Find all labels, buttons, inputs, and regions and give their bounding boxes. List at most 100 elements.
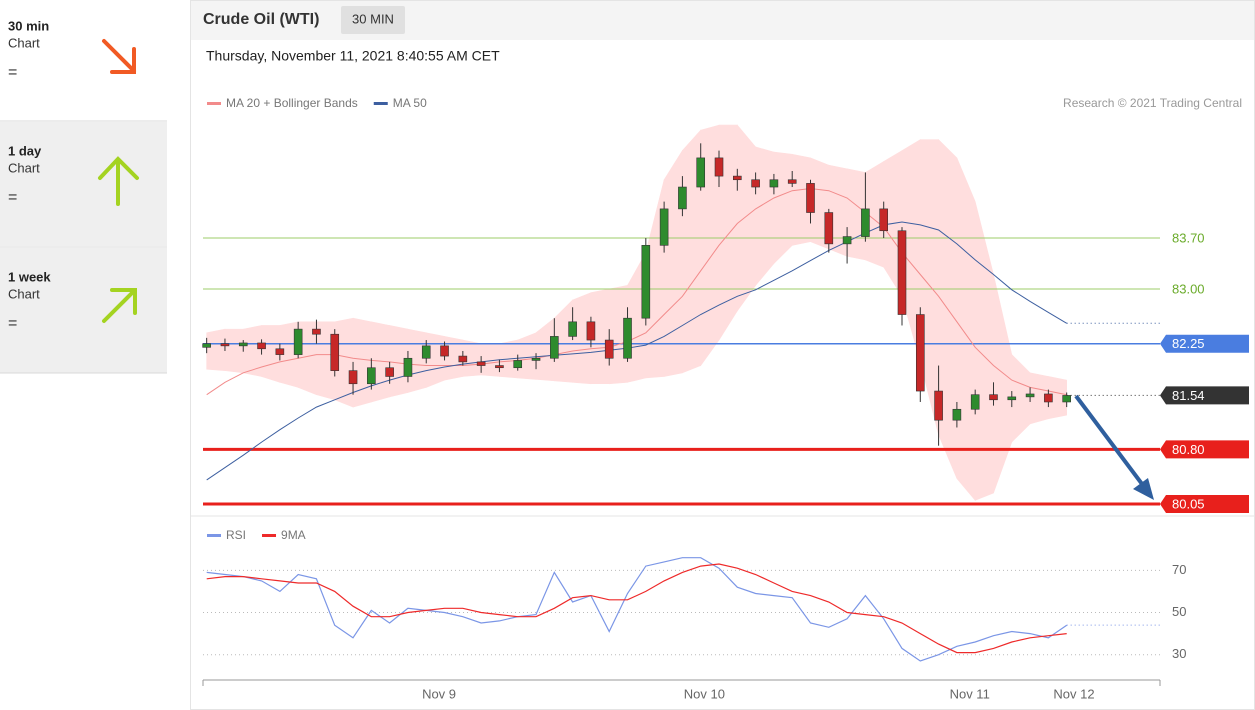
legend-swatch bbox=[207, 102, 221, 105]
sidebar-item[interactable]: 1 day Chart = bbox=[8, 143, 139, 206]
last-price-box bbox=[1160, 386, 1249, 405]
status: = bbox=[8, 64, 17, 81]
legend-label: RSI bbox=[226, 528, 246, 542]
bollinger-band bbox=[737, 124, 756, 312]
candle-body bbox=[202, 343, 211, 348]
candle-body bbox=[238, 342, 248, 347]
sidebar-item-bg bbox=[0, 0, 167, 120]
status: = bbox=[8, 189, 17, 206]
series-line bbox=[206, 557, 1068, 662]
sidebar-item-bg bbox=[0, 248, 167, 373]
level-label: 83.70 bbox=[1172, 230, 1205, 245]
period: 1 day bbox=[8, 143, 42, 158]
candle-body bbox=[257, 342, 266, 350]
period-badge-text: 30 MIN bbox=[352, 11, 394, 26]
series-line bbox=[206, 563, 1067, 654]
level-label-box bbox=[1160, 334, 1249, 353]
trend-arrow-up-right bbox=[102, 288, 137, 323]
forecast-arrow bbox=[1074, 394, 1154, 500]
level-label: 80.80 bbox=[1172, 442, 1205, 457]
candle-body bbox=[604, 339, 614, 359]
label: Chart bbox=[8, 35, 40, 50]
candle-body bbox=[440, 345, 449, 357]
level-label: 80.05 bbox=[1172, 496, 1205, 511]
trend-arrow-down bbox=[102, 39, 136, 74]
candle-body bbox=[952, 408, 962, 421]
ma-line bbox=[206, 221, 1067, 481]
candle-body bbox=[275, 348, 285, 355]
candle-body bbox=[824, 212, 834, 245]
candle-body bbox=[1007, 396, 1017, 401]
candle-body bbox=[879, 208, 888, 232]
label: Chart bbox=[8, 160, 40, 175]
legend-swatch bbox=[373, 102, 388, 105]
candle-body bbox=[458, 355, 468, 363]
candle-body bbox=[586, 321, 596, 341]
period: 1 week bbox=[8, 269, 51, 284]
status: = bbox=[8, 315, 17, 332]
y-tick-label: 70 bbox=[1172, 562, 1186, 577]
candle-body bbox=[495, 365, 504, 369]
candle-body bbox=[714, 157, 724, 177]
candle-body bbox=[989, 394, 998, 401]
sidebar-item[interactable]: 30 min Chart = bbox=[8, 18, 136, 81]
candle-body bbox=[421, 345, 431, 359]
candle-body bbox=[970, 394, 980, 410]
candle-body bbox=[476, 361, 486, 366]
legend-label: MA 50 bbox=[393, 96, 427, 110]
candle-body bbox=[330, 333, 340, 371]
candle-body bbox=[861, 208, 870, 237]
y-tick-label: 30 bbox=[1172, 646, 1186, 661]
candle-body bbox=[1062, 395, 1071, 403]
y-tick-label: 50 bbox=[1172, 604, 1186, 619]
candle-body bbox=[659, 208, 669, 246]
bollinger-band bbox=[242, 325, 262, 377]
candle-body bbox=[1044, 393, 1053, 403]
x-tick-label: Nov 10 bbox=[684, 686, 725, 701]
candle-body bbox=[897, 230, 907, 315]
x-tick-label: Nov 9 bbox=[422, 686, 456, 701]
timestamp: Thursday, November 11, 2021 8:40:55 AM C… bbox=[206, 48, 500, 64]
bollinger-band bbox=[663, 149, 683, 377]
level-label-box bbox=[1160, 494, 1249, 513]
level-label-box bbox=[1160, 440, 1249, 459]
legend-swatch bbox=[207, 534, 221, 537]
candle-body bbox=[348, 370, 358, 385]
period: 30 min bbox=[8, 18, 49, 33]
x-tick-label: Nov 12 bbox=[1053, 686, 1094, 701]
candle-body bbox=[787, 179, 797, 184]
candle-body bbox=[550, 336, 559, 359]
candle-body bbox=[678, 186, 687, 210]
legend-swatch bbox=[262, 534, 277, 537]
candle-body bbox=[312, 328, 321, 335]
instrument-title: Crude Oil (WTI) bbox=[203, 11, 319, 28]
period-badge[interactable] bbox=[341, 6, 405, 34]
candle-body bbox=[623, 317, 632, 359]
candle-body bbox=[769, 179, 779, 188]
bollinger-band bbox=[352, 317, 372, 408]
candle-body bbox=[696, 157, 706, 188]
bollinger-band bbox=[718, 124, 738, 342]
candle-body bbox=[733, 175, 742, 181]
candle-body bbox=[531, 357, 541, 361]
candle-body bbox=[293, 328, 303, 355]
candle-body bbox=[367, 367, 376, 385]
bollinger-band bbox=[755, 146, 775, 287]
sidebar-item-bg bbox=[0, 122, 167, 246]
sidebar-item[interactable]: 1 week Chart = bbox=[8, 269, 137, 332]
level-label: 82.25 bbox=[1172, 336, 1205, 351]
bollinger-band bbox=[425, 332, 445, 388]
candle-body bbox=[403, 357, 413, 377]
candle-body bbox=[385, 367, 394, 377]
candle-body bbox=[568, 321, 577, 337]
candle-body bbox=[641, 245, 651, 319]
candle-body bbox=[1025, 393, 1035, 398]
label: Chart bbox=[8, 286, 40, 301]
candle-body bbox=[842, 236, 852, 245]
legend-label: 9MA bbox=[281, 528, 306, 542]
trend-arrow-up bbox=[98, 156, 139, 206]
ma-line bbox=[206, 187, 1067, 396]
candle-body bbox=[806, 183, 815, 213]
candle-body bbox=[751, 179, 760, 188]
